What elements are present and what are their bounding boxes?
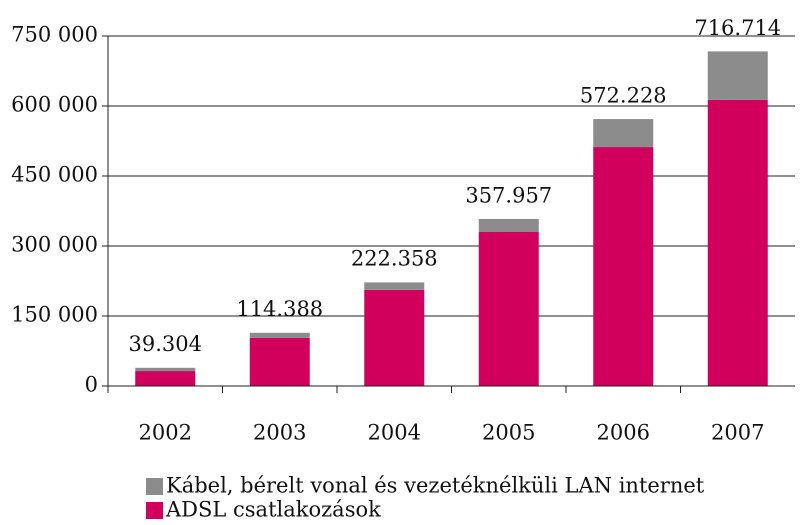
bar-segment — [478, 218, 539, 232]
y-tick-label: 750 000 — [11, 23, 98, 47]
bar-segment — [135, 367, 196, 372]
total-label: 357.957 — [465, 183, 552, 207]
total-label: 572.228 — [580, 83, 667, 107]
bar-segment — [249, 332, 310, 338]
x-tick-label: 2007 — [711, 421, 764, 445]
bar-segment — [593, 147, 654, 386]
legend-label: Kábel, bérelt vonal és vezetéknélküli LA… — [166, 474, 705, 498]
total-label: 222.358 — [351, 247, 438, 271]
bar-segment — [249, 337, 310, 386]
x-tick-label: 2002 — [139, 421, 192, 445]
bar-segment — [135, 371, 196, 386]
bar-segment — [593, 119, 654, 148]
total-label: 716.714 — [694, 16, 781, 40]
x-tick-label: 2005 — [482, 421, 535, 445]
bar-segment — [707, 99, 768, 386]
legend-swatch — [146, 478, 163, 495]
x-tick-label: 2006 — [597, 421, 650, 445]
total-label: 39.304 — [129, 332, 202, 356]
legend-swatch — [146, 502, 163, 519]
y-tick-label: 0 — [85, 373, 98, 397]
bar-segment — [364, 282, 425, 290]
x-tick-label: 2004 — [368, 421, 421, 445]
bar-segment — [364, 289, 425, 386]
legend-label: ADSL csatlakozások — [165, 498, 381, 522]
y-tick-label: 600 000 — [11, 93, 98, 117]
bar-segment — [707, 51, 768, 100]
y-tick-label: 150 000 — [11, 303, 98, 327]
y-tick-label: 450 000 — [11, 163, 98, 187]
x-tick-label: 2003 — [253, 421, 306, 445]
total-label: 114.388 — [236, 297, 323, 321]
bar-segment — [478, 232, 539, 386]
y-tick-label: 300 000 — [11, 233, 98, 257]
